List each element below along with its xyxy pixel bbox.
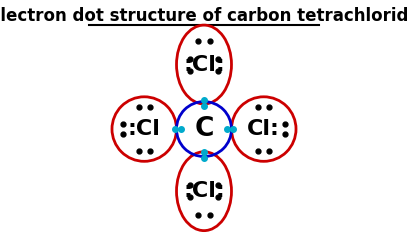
Text: C: C [194,116,214,142]
Text: :Cl:: :Cl: [183,181,225,201]
Text: :Cl:: :Cl: [183,54,225,75]
Text: :Cl: :Cl [128,119,161,139]
Text: Electron dot structure of carbon tetrachloride: Electron dot structure of carbon tetrach… [0,7,408,25]
Text: Cl:: Cl: [247,119,280,139]
